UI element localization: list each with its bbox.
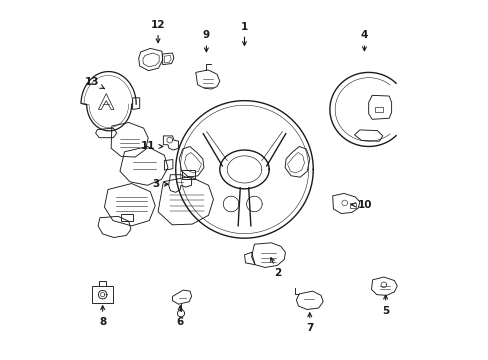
Text: 11: 11 [141, 141, 163, 152]
Text: 3: 3 [152, 179, 168, 189]
Text: 8: 8 [99, 306, 106, 327]
Text: 1: 1 [241, 22, 247, 45]
Text: 2: 2 [270, 258, 281, 279]
Text: 7: 7 [305, 313, 313, 333]
Text: 13: 13 [84, 77, 104, 89]
Text: 4: 4 [360, 30, 367, 51]
Text: 6: 6 [176, 306, 183, 327]
Text: 10: 10 [351, 200, 372, 210]
Text: 9: 9 [203, 30, 209, 52]
Text: 12: 12 [150, 20, 165, 42]
Text: 5: 5 [381, 295, 388, 315]
